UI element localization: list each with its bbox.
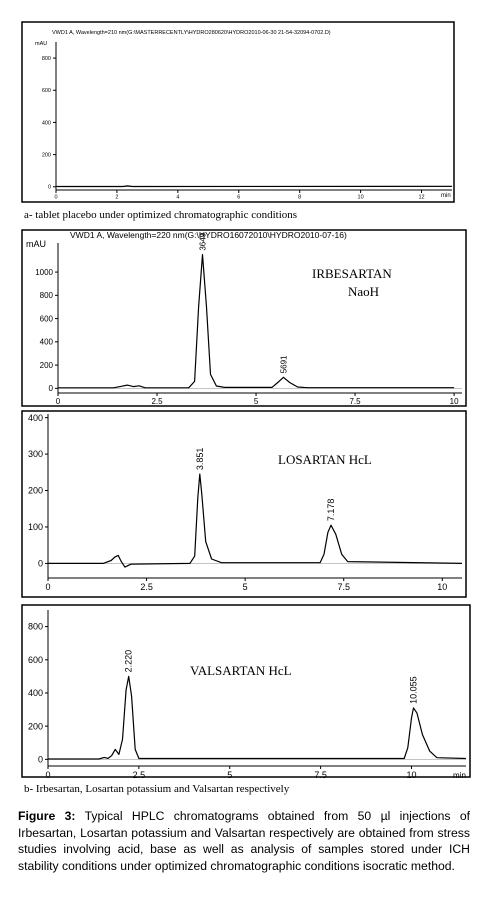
chart-b1-peak-label: 3649 (199, 232, 208, 250)
chart-b2-ytick-label: 400 (28, 413, 43, 423)
chart-a-xtick-label: 10 (358, 195, 364, 201)
chart-b1-ytick-label: 400 (40, 338, 54, 347)
chart-b2-ytick-label: 0 (38, 559, 43, 569)
chart-b3-peak-label: 2.220 (124, 650, 134, 673)
chart-b3-xtick-label: 7.5 (314, 770, 327, 780)
panel-b2-frame (21, 410, 467, 598)
chart-b1-ytick-label: 200 (40, 361, 54, 370)
figure-caption-text: Typical HPLC chromatograms obtained from… (18, 809, 470, 873)
chart-b1-peak-label: 5691 (279, 355, 288, 373)
chart-b1-ytick-label: 0 (49, 384, 54, 393)
chart-b1-yunit: mAU (26, 239, 46, 249)
chart-b1-ytick-label: 800 (40, 291, 54, 300)
chart-b1-xtick-label: 0 (56, 397, 61, 406)
chart-a-xtick-label: 0 (54, 195, 57, 201)
chart-b1-ytick-label: 1000 (35, 268, 53, 277)
figure-caption: Figure 3: Typical HPLC chromatograms obt… (18, 808, 470, 874)
chart-b1-trace (58, 254, 455, 389)
chart-b3-xtick-label: 5 (227, 770, 232, 780)
losartan-label: LOSARTAN HcL (278, 452, 372, 467)
chart-b1-xtick-label: 5 (254, 397, 259, 406)
chart-b2-ytick-label: 100 (28, 522, 43, 532)
chart-b2-peak-label: 3.851 (195, 448, 205, 471)
chart-b2-peak-label: 7.178 (326, 499, 336, 522)
chart-b2-xtick-label: 0 (45, 582, 50, 592)
chart-a-trace (56, 185, 453, 188)
chart-a-ytick-label: 200 (42, 153, 51, 159)
figure-caption-label: Figure 3: (18, 809, 76, 823)
chart-b2-trace (48, 473, 463, 568)
chart-a-ytick-label: 600 (42, 88, 51, 94)
chart-a-xtick-label: 2 (115, 195, 118, 201)
chart-b1-ytick-label: 600 (40, 314, 54, 323)
chart-b3-xtick-label: 2.5 (133, 770, 146, 780)
chart-a-xtick-label: 6 (237, 195, 240, 201)
chart-a-yunit: mAU (35, 41, 47, 47)
chart-b2-xtick-label: 10 (437, 582, 447, 592)
chart-b1-header: VWD1 A, Wavelength=220 nm(G:\HYDRO160720… (70, 230, 347, 240)
chart-b2-xtick-label: 7.5 (337, 582, 350, 592)
irbesartan-label-line1: IRBESARTAN (312, 266, 392, 281)
chart-b3-xtick-label: 0 (45, 770, 50, 780)
chart-a-ytick-label: 400 (42, 120, 51, 126)
chart-b3-trace (48, 675, 467, 760)
chart-b1-xtick-label: 2.5 (151, 397, 163, 406)
panel-b3-frame (21, 604, 471, 778)
chart-b2-xtick-label: 5 (243, 582, 248, 592)
caption-b: b- Irbesartan, Losartan potassium and Va… (24, 783, 290, 795)
chart-b3-xunit: min (453, 771, 466, 780)
chart-a-ytick-label: 0 (48, 185, 51, 191)
chart-a-xunit: min (441, 193, 451, 199)
chart-b3-ytick-label: 400 (28, 688, 43, 698)
chart-b2-xtick-label: 2.5 (140, 582, 153, 592)
chart-b2-ytick-label: 300 (28, 449, 43, 459)
panel-b1-frame (21, 229, 467, 407)
chart-b3-ytick-label: 800 (28, 622, 43, 632)
chart-a-header: VWD1 A, Wavelength=210 nm(G:\MASTERRECEN… (52, 30, 331, 36)
chart-b3-ytick-label: 600 (28, 655, 43, 665)
irbesartan-label-line2: NaoH (348, 284, 379, 299)
chart-b3-xtick-label: 10 (406, 770, 416, 780)
chart-b3-ytick-label: 0 (38, 755, 43, 765)
chart-b3-peak-label: 10.055 (408, 676, 418, 704)
chart-b2-ytick-label: 200 (28, 486, 43, 496)
chart-a-xtick-label: 8 (298, 195, 301, 201)
chart-a-xtick-label: 4 (176, 195, 179, 201)
chart-b1-xtick-label: 10 (450, 397, 459, 406)
chart-a-xtick-label: 12 (418, 195, 424, 201)
chart-b1-xtick-label: 7.5 (349, 397, 361, 406)
panel-a-frame (21, 21, 455, 203)
caption-a: a- tablet placebo under optimized chroma… (24, 209, 297, 221)
chart-a-ytick-label: 800 (42, 56, 51, 62)
chart-b3-ytick-label: 200 (28, 721, 43, 731)
valsartan-label: VALSARTAN HcL (190, 663, 292, 678)
